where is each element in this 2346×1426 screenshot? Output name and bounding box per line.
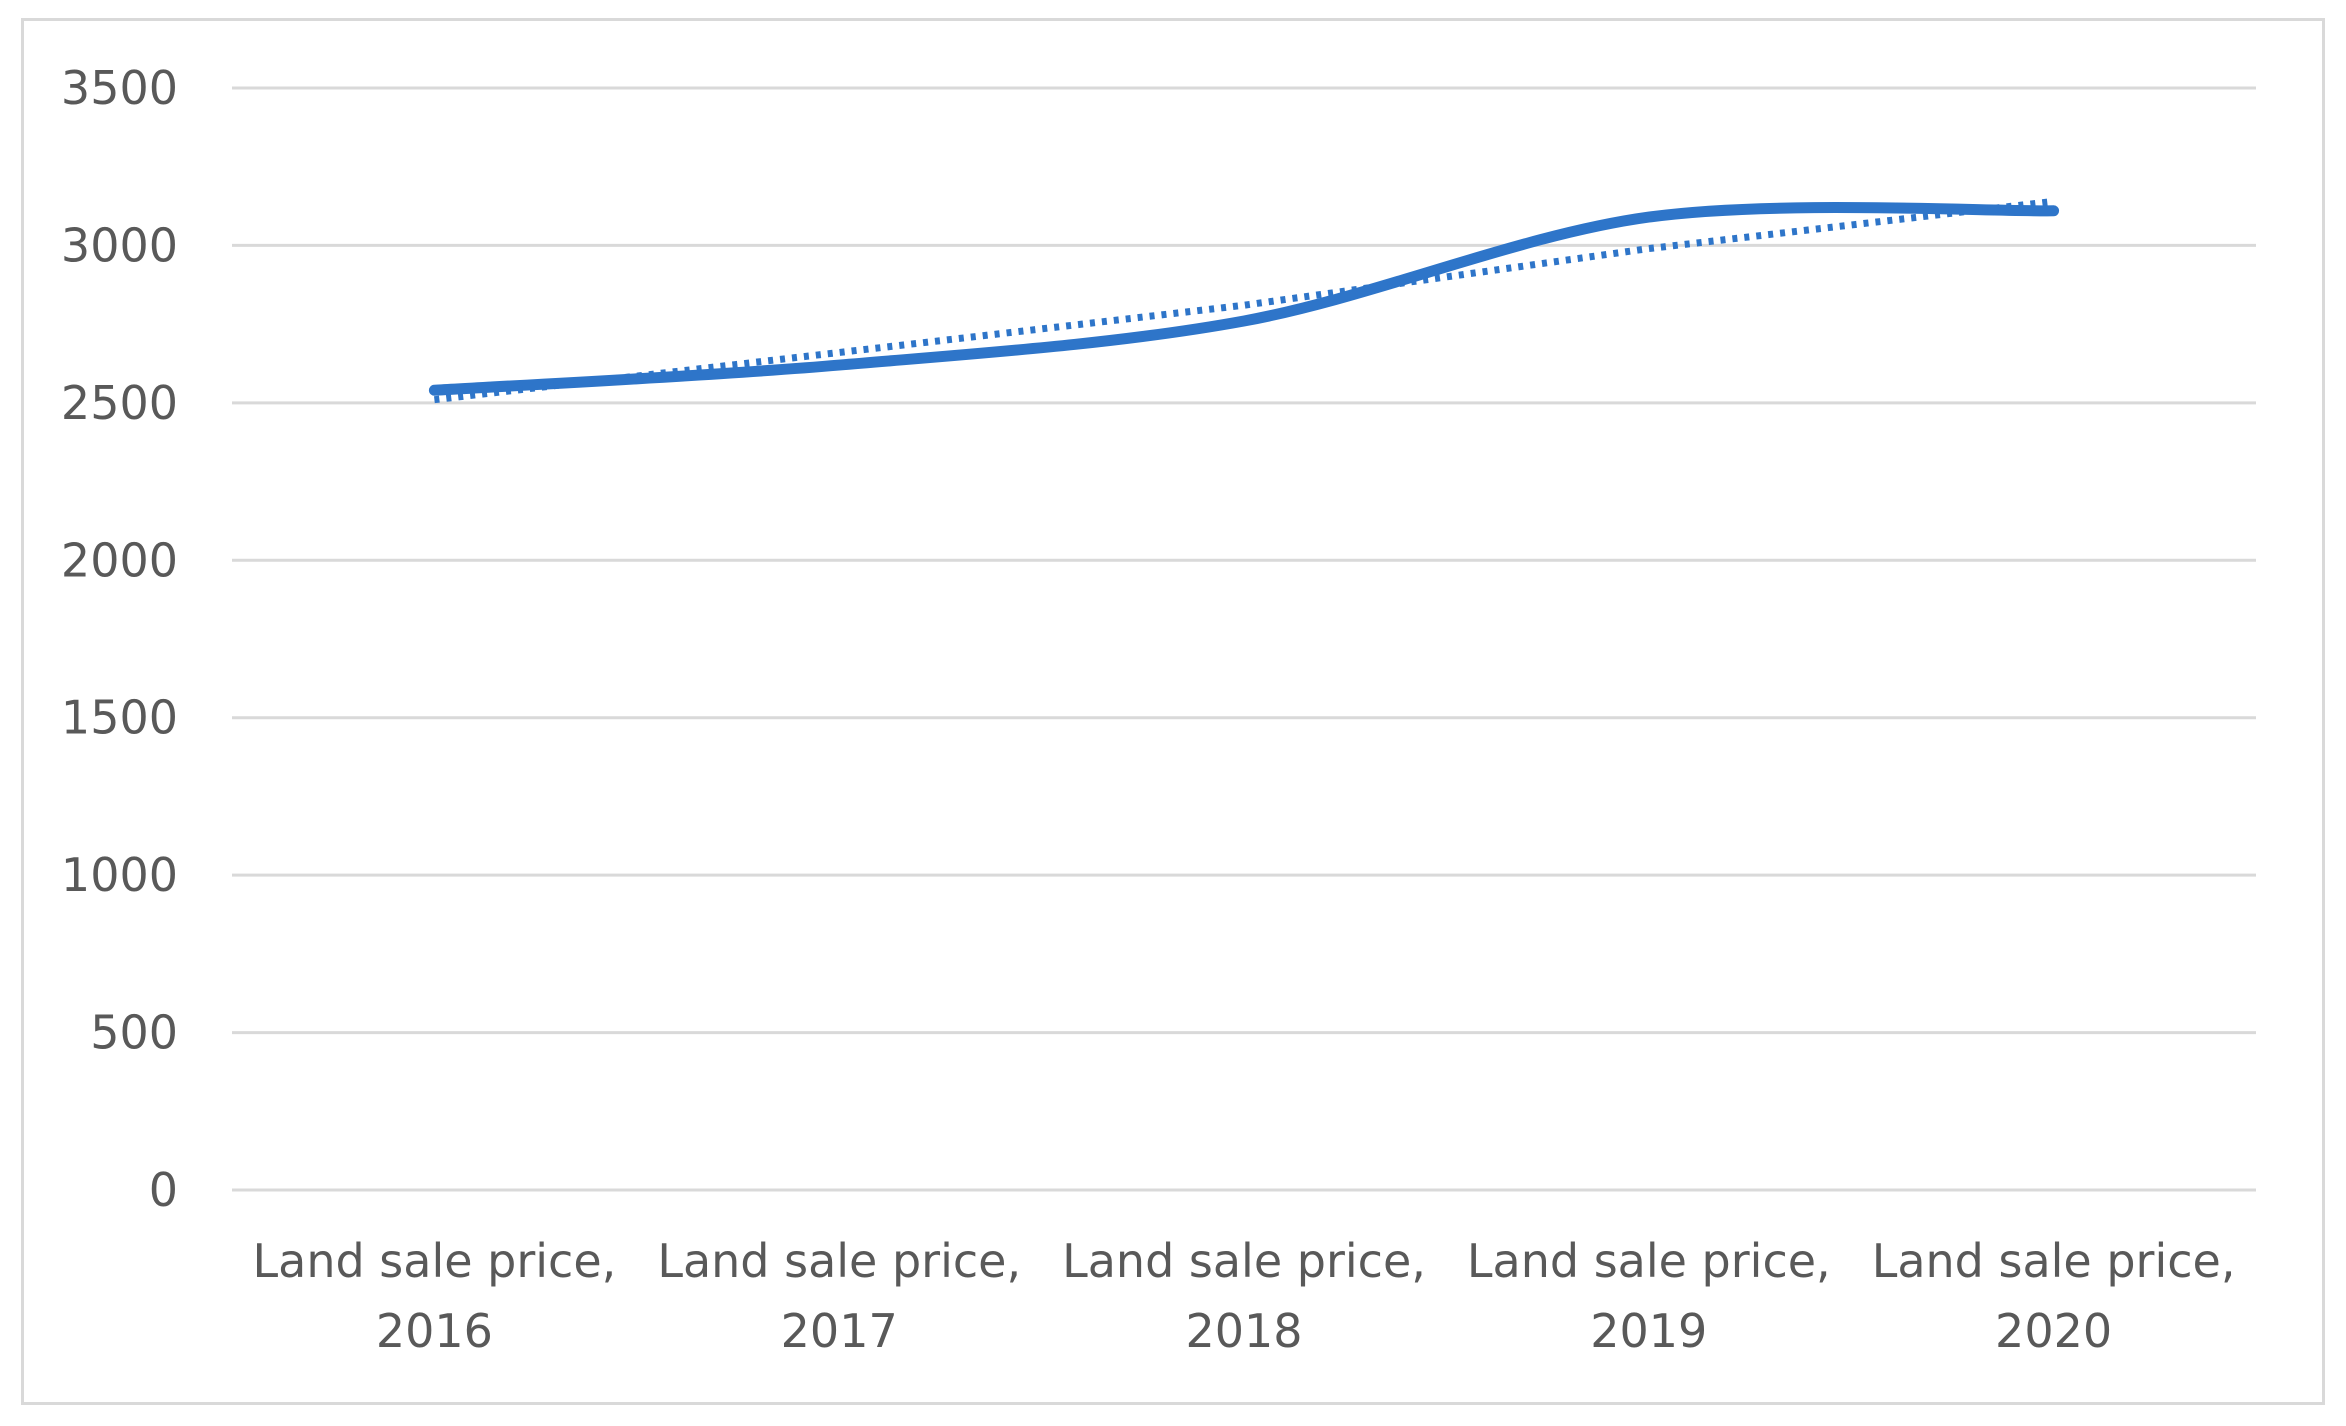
chart-frame	[21, 18, 2325, 1405]
y-tick-label: 1000	[61, 848, 178, 902]
x-tick-label: Land sale price, 2019	[1467, 1234, 1831, 1358]
x-tick-label: Land sale price, 2017	[657, 1234, 1021, 1358]
gridlines	[232, 86, 2256, 1192]
y-tick-label: 2000	[61, 533, 178, 587]
trendline	[433, 197, 2055, 404]
x-tick-label: Land sale price, 2016	[253, 1234, 617, 1358]
x-axis-ticks: Land sale price, 2016 Land sale price, 2017…	[253, 1234, 2236, 1358]
y-tick-label: 3500	[61, 61, 178, 115]
y-axis-ticks: 0 500 1000 1500 2000 2500 3000 3500	[61, 61, 178, 1217]
y-tick-label: 3000	[61, 218, 178, 272]
y-tick-label: 500	[90, 1006, 178, 1060]
series-line	[428, 202, 2060, 396]
y-tick-label: 2500	[61, 376, 178, 430]
y-tick-label: 0	[149, 1163, 178, 1217]
series-layer	[428, 197, 2060, 404]
x-tick-label: Land sale price, 2020	[1872, 1234, 2236, 1358]
x-tick-label: Land sale price, 2018	[1062, 1234, 1426, 1358]
y-tick-label: 1500	[61, 691, 178, 745]
